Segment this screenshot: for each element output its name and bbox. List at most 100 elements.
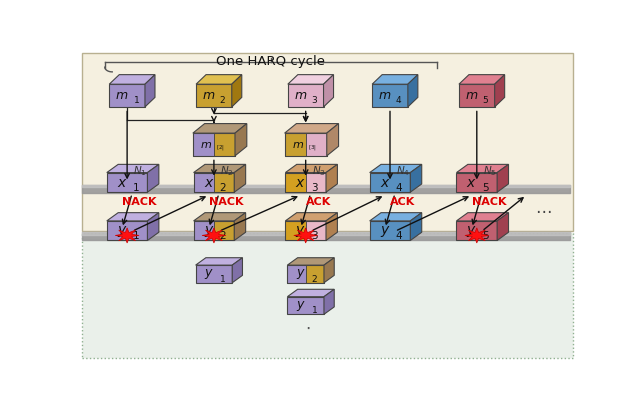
Text: $2$: $2$	[220, 94, 226, 105]
Text: $N_{5}$: $N_{5}$	[483, 164, 497, 177]
Text: $y$: $y$	[296, 267, 306, 281]
Polygon shape	[370, 213, 422, 221]
Polygon shape	[285, 221, 306, 241]
Polygon shape	[410, 213, 422, 241]
Text: $1$: $1$	[132, 180, 140, 192]
Text: $x$: $x$	[117, 175, 127, 189]
Text: $m$: $m$	[465, 89, 479, 102]
Text: $N_{2}$: $N_{2}$	[220, 164, 234, 177]
Polygon shape	[306, 173, 326, 193]
Text: $x$: $x$	[296, 175, 306, 189]
Polygon shape	[287, 290, 334, 297]
Polygon shape	[306, 134, 327, 157]
Text: $x$: $x$	[380, 175, 390, 189]
Text: $1$: $1$	[132, 228, 140, 240]
Polygon shape	[115, 228, 139, 243]
Polygon shape	[456, 221, 497, 241]
Polygon shape	[234, 213, 246, 241]
Text: $1$: $1$	[220, 272, 227, 283]
Text: $2$: $2$	[311, 272, 318, 283]
Text: $m$: $m$	[294, 89, 307, 102]
Polygon shape	[370, 173, 410, 193]
Polygon shape	[109, 75, 155, 85]
Text: $y$: $y$	[296, 298, 306, 312]
Polygon shape	[109, 85, 145, 108]
Text: ACK: ACK	[305, 197, 331, 207]
Polygon shape	[107, 221, 147, 241]
Polygon shape	[285, 134, 306, 157]
Text: $N_{3}$: $N_{3}$	[312, 164, 326, 177]
Polygon shape	[306, 265, 324, 283]
Text: $_{[3|}$: $_{[3|}$	[308, 143, 317, 153]
Polygon shape	[214, 134, 235, 157]
Polygon shape	[327, 124, 339, 157]
Polygon shape	[214, 173, 234, 193]
Polygon shape	[196, 265, 232, 283]
Text: $y$: $y$	[296, 223, 306, 238]
Text: $3$: $3$	[311, 180, 319, 192]
Text: $\cdot$: $\cdot$	[305, 319, 311, 337]
Polygon shape	[306, 221, 326, 241]
Polygon shape	[107, 173, 147, 193]
Polygon shape	[370, 221, 410, 241]
Text: $4$: $4$	[395, 228, 403, 240]
Polygon shape	[459, 85, 495, 108]
Polygon shape	[287, 297, 324, 315]
Text: $x$: $x$	[204, 175, 214, 189]
Text: $m$: $m$	[202, 89, 216, 102]
Polygon shape	[372, 85, 408, 108]
Polygon shape	[287, 258, 334, 265]
Text: NACK: NACK	[472, 197, 506, 207]
Polygon shape	[285, 173, 306, 193]
Text: $2$: $2$	[219, 228, 227, 240]
Polygon shape	[324, 258, 334, 283]
Polygon shape	[193, 134, 214, 157]
Polygon shape	[147, 165, 159, 193]
Text: $m$: $m$	[200, 139, 212, 150]
Bar	[83, 233, 573, 358]
Text: $1$: $1$	[311, 303, 318, 315]
Polygon shape	[465, 228, 489, 243]
Polygon shape	[232, 258, 243, 283]
Text: $y$: $y$	[467, 223, 477, 238]
Polygon shape	[285, 165, 337, 173]
Polygon shape	[235, 124, 247, 157]
Polygon shape	[202, 228, 226, 243]
Text: $2$: $2$	[219, 180, 227, 192]
Polygon shape	[326, 213, 337, 241]
Polygon shape	[107, 213, 159, 221]
Polygon shape	[326, 165, 337, 193]
Text: $m$: $m$	[378, 89, 392, 102]
Bar	[83, 54, 573, 232]
Polygon shape	[456, 165, 509, 173]
Text: $4$: $4$	[395, 180, 403, 192]
Text: $N_{4}$: $N_{4}$	[396, 164, 410, 177]
Polygon shape	[285, 213, 337, 221]
Polygon shape	[410, 165, 422, 193]
Polygon shape	[456, 213, 509, 221]
Polygon shape	[196, 75, 242, 85]
Text: One HARQ cycle: One HARQ cycle	[216, 55, 326, 68]
Text: $5$: $5$	[482, 228, 490, 240]
Text: $N_{1}$: $N_{1}$	[133, 164, 147, 177]
Polygon shape	[214, 221, 234, 241]
Polygon shape	[232, 75, 242, 108]
Text: ACK: ACK	[390, 197, 415, 207]
Polygon shape	[459, 75, 505, 85]
Polygon shape	[288, 85, 324, 108]
Text: $_{[2|}$: $_{[2|}$	[216, 143, 225, 153]
Polygon shape	[193, 173, 214, 193]
Polygon shape	[107, 165, 159, 173]
Text: $4$: $4$	[396, 94, 403, 105]
Text: $5$: $5$	[482, 94, 489, 105]
Text: NACK: NACK	[122, 197, 157, 207]
Polygon shape	[456, 173, 497, 193]
Text: $\cdots$: $\cdots$	[536, 201, 552, 219]
Polygon shape	[294, 228, 317, 243]
Text: $m$: $m$	[292, 139, 304, 150]
Polygon shape	[147, 213, 159, 241]
Polygon shape	[193, 221, 214, 241]
Text: $y$: $y$	[117, 223, 127, 238]
Text: $x$: $x$	[467, 175, 477, 189]
Text: $3$: $3$	[311, 94, 318, 105]
